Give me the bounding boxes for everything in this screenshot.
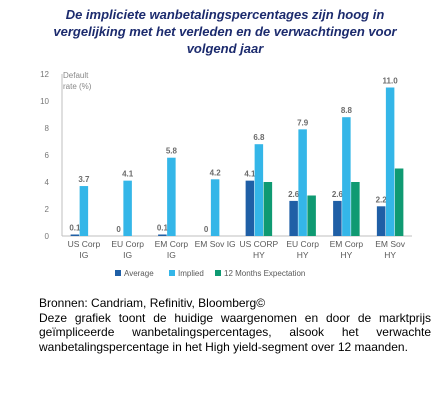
bar-12-months-expectation [394,168,404,236]
data-label: 4.2 [210,168,222,177]
bar-12-months-expectation [307,195,316,236]
bar-implied [210,179,220,236]
data-label: 8.8 [341,106,353,115]
x-tick-label-line-2: HY [253,250,265,260]
y-tick-label: 6 [45,151,50,160]
legend-swatch [169,270,175,276]
x-tick-label-line-2: IG [167,250,176,260]
chart-description: Deze grafiek toont de huidige waargenome… [39,310,431,354]
bar-implied [342,117,351,236]
data-label: 0 [204,225,209,234]
legend-label: 12 Months Expectation [224,269,305,278]
bar-average [289,200,298,236]
x-tick-label: EU Corp [286,239,319,249]
data-label: 4.1 [122,170,134,179]
bar-implied [123,180,132,236]
data-label: 5.8 [166,147,178,156]
y-tick-label: 8 [45,124,50,133]
data-label: 7.9 [297,118,309,127]
x-tick-label: EM Sov IG [195,239,236,249]
y-tick-label: 12 [40,70,49,79]
x-tick-label: US Corp [68,239,101,249]
chart-title-line-1: De impliciete wanbetalingspercentages zi… [65,7,385,22]
data-label: 0 [116,225,121,234]
data-label: 2.6 [288,190,300,199]
data-label: 2.6 [332,190,344,199]
y-axis-label-line-2: rate (%) [63,82,92,91]
bar-12-months-expectation [263,182,273,236]
data-label: 2.2 [376,195,388,204]
data-label: 4.1 [244,170,256,179]
bar-implied [79,186,89,236]
data-label: 3.7 [78,175,90,184]
data-label: 6.8 [253,133,265,142]
bar-implied [385,87,395,236]
x-tick-label-line-2: IG [123,250,132,260]
bar-implied [254,144,264,236]
chart-title-line-2: vergelijking met het verleden en de verw… [53,24,397,39]
x-tick-label: US CORP [240,239,279,249]
bar-average [70,234,80,236]
x-tick-label-line-2: IG [79,250,88,260]
x-tick-label: EU Corp [111,239,144,249]
source-note: Bronnen: Candriam, Refinitiv, Bloomberg©… [39,296,431,354]
bar-average [245,180,255,236]
bar-implied [298,129,307,236]
bar-average [376,206,386,236]
x-tick-label: EM Corp [330,239,364,249]
data-label: 0.1 [69,224,81,233]
y-tick-label: 2 [45,205,50,214]
data-label: 11.0 [383,77,399,86]
bar-implied [167,157,176,236]
y-tick-label: 10 [40,97,49,106]
bar-12-months-expectation [351,182,360,236]
legend-label: Average [124,269,154,278]
legend-label: Implied [178,269,204,278]
chart-title: De impliciete wanbetalingspercentages zi… [30,6,420,57]
x-tick-label: EM Corp [155,239,189,249]
x-tick-label-line-2: HY [384,250,396,260]
chart-title-line-3: volgend jaar [186,41,264,56]
legend-swatch [115,270,121,276]
y-tick-label: 4 [45,178,50,187]
source-line: Bronnen: Candriam, Refinitiv, Bloomberg© [39,296,266,310]
bar-average [158,234,167,236]
data-label: 0.1 [157,224,169,233]
x-tick-label-line-2: HY [297,250,309,260]
bar-average [333,200,342,236]
x-tick-label: EM Sov [375,239,406,249]
y-axis-label-line-1: Default [63,71,89,80]
y-tick-label: 0 [45,232,50,241]
legend-swatch [215,270,221,276]
x-tick-label-line-2: HY [340,250,352,260]
